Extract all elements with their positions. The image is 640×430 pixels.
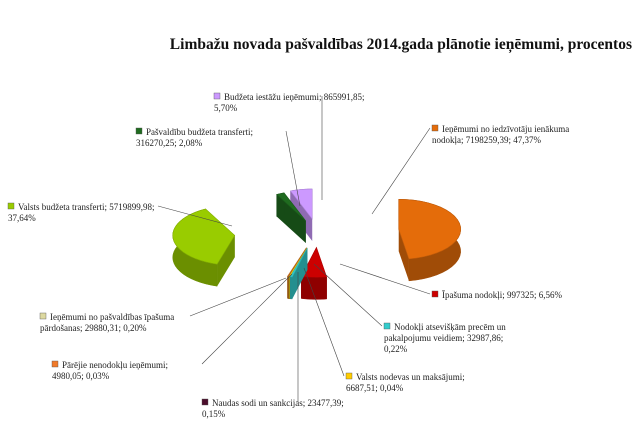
legend-key-icon [213,92,221,100]
slice-label: Budžeta iestāžu ieņēmumi; 865991,85;5,70… [213,92,364,113]
slice-label-text: 4980,05; 0,03% [52,371,110,381]
slice-label-text: 37,64% [8,213,36,223]
pie-slice [172,208,236,287]
slice-label-text: Valsts nodevas un maksājumi; [356,372,465,382]
slice-label-text: Naudas sodi un sankcijas; 23477,39; [212,398,344,408]
leader-line [339,263,431,295]
slice-label-text: 5,70% [214,103,238,113]
slice-label-text: Budžeta iestāžu ieņēmumi; 865991,85; [224,92,364,103]
chart-title: Limbažu novada pašvaldības 2014.gada plā… [169,36,632,53]
legend-key-icon [431,290,439,298]
slice-label: Valsts nodevas un maksājumi;6687,51; 0,0… [345,372,465,393]
slice-label-text: nodokļa; 7198259,39; 47,37% [432,135,541,146]
legend-key-icon [201,398,209,406]
legend-key-icon [7,202,15,210]
leader-line [303,267,345,377]
pie-slice [276,192,307,243]
slice-label: Ieņēmumi no pašvaldības īpašumapārdošana… [39,312,174,333]
slice-label-text: 0,22% [384,344,408,354]
slice-label-text: 0,15% [202,409,226,419]
legend-key-icon [383,322,391,330]
slice-label-text: pakalpojumu veidiem; 32987,86; [384,333,503,343]
pie-slice [289,247,308,300]
legend-key-icon [51,360,59,368]
slice-label-text: Ieņēmumi no pašvaldības īpašuma [50,312,174,323]
legend-key-icon [135,127,143,135]
leader-line [313,263,383,327]
slice-label-text: 316270,25; 2,08% [136,138,203,148]
legend-key-icon [345,372,353,380]
slice-label: Nodokļi atsevišķām precēm unpakalpojumu … [383,322,506,354]
slice-label: Valsts budžeta transferti; 5719899,98;37… [7,202,154,223]
slice-label-text: Ieņēmumi no iedzīvotāju ienākuma [442,124,569,135]
legend-key-icon [431,124,439,132]
slice-label-text: pārdošanas; 29880,31; 0,20% [40,323,147,333]
slice-label: Naudas sodi un sankcijas; 23477,39;0,15% [201,398,344,419]
slice-label: Ieņēmumi no iedzīvotāju ienākumanodokļa;… [431,124,569,146]
leader-line [201,273,293,365]
leader-line [189,277,287,317]
leader-line [285,130,301,207]
slice-label-text: Īpašuma nodokļi; 997325; 6,56% [442,290,562,301]
slice-label-text: Pārējie nenodokļu ieņēmumi; [62,360,168,371]
leader-line [371,127,431,215]
slice-label-text: Nodokļi atsevišķām precēm un [394,322,506,333]
slice-label: Īpašuma nodokļi; 997325; 6,56% [431,290,562,301]
slice-label-text: 6687,51; 0,04% [346,383,404,393]
slice-label-text: Valsts budžeta transferti; 5719899,98; [18,202,154,212]
slice-label: Pašvaldību budžeta transferti;316270,25;… [135,127,253,148]
legend-key-icon [39,312,47,320]
slice-label: Pārējie nenodokļu ieņēmumi;4980,05; 0,03… [51,360,168,381]
pie-slice [398,198,461,282]
slice-label-text: Pašvaldību budžeta transferti; [146,127,253,137]
leader-line [157,205,233,227]
